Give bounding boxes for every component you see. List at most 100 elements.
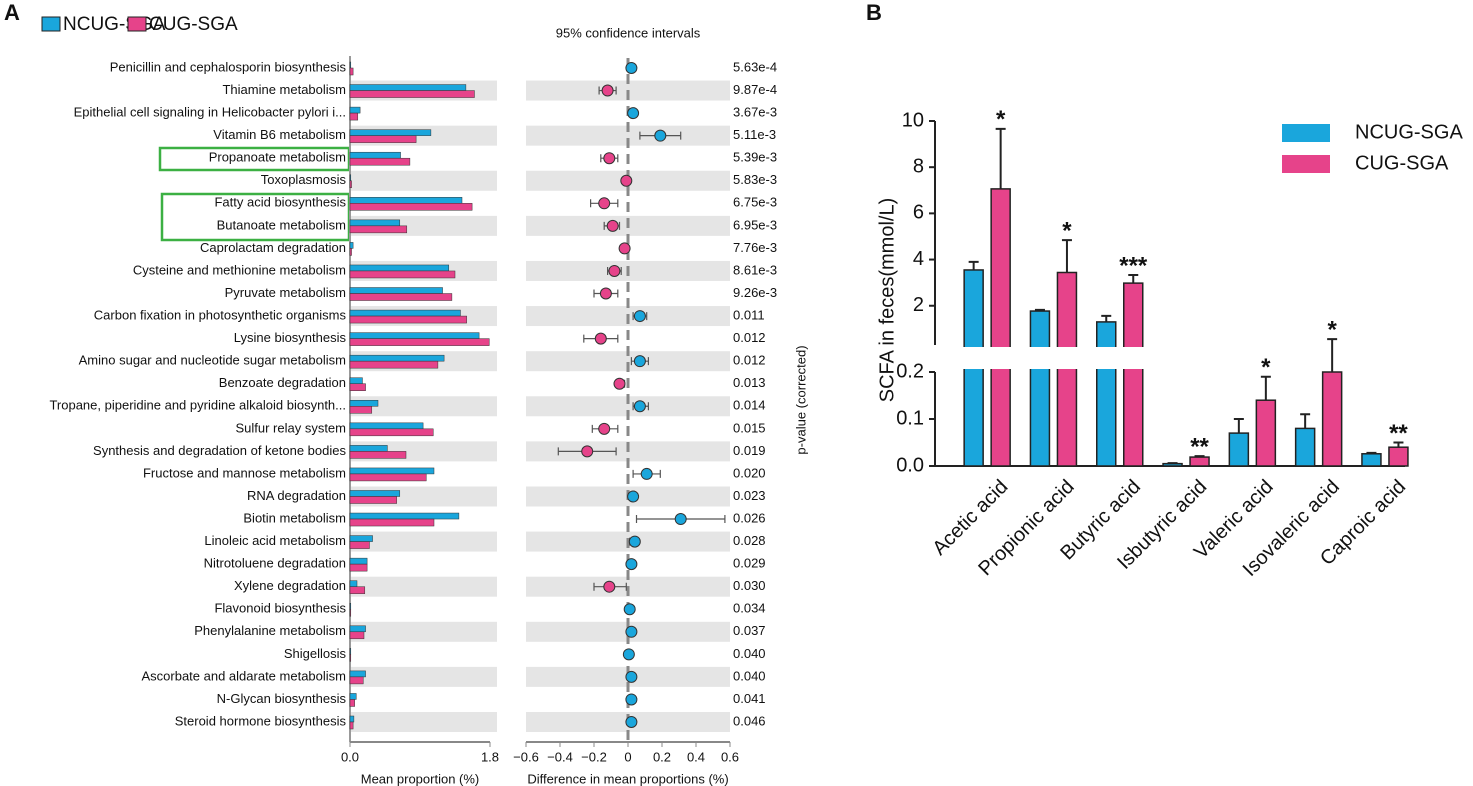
category-label: Fructose and mannose metabolism xyxy=(143,465,346,480)
bar xyxy=(349,496,397,504)
category-label: Lysine biosynthesis xyxy=(234,330,347,345)
bar xyxy=(1255,399,1277,467)
bar xyxy=(349,248,352,256)
p-value: 9.26e-3 xyxy=(733,285,777,300)
diff-point xyxy=(603,152,616,165)
bar xyxy=(349,225,408,234)
row-stripe xyxy=(351,666,497,687)
bar xyxy=(349,654,352,662)
bar xyxy=(1123,282,1144,467)
error-bar xyxy=(1260,375,1271,401)
diff-point xyxy=(628,535,641,548)
category-label: Thiamine metabolism xyxy=(222,82,346,97)
bar xyxy=(349,84,467,91)
category-label: Phenylalanine metabolism xyxy=(194,623,346,638)
error-bar xyxy=(1366,451,1377,454)
bar xyxy=(349,242,354,249)
diff-point xyxy=(599,287,612,300)
legend-label: CUG-SGA xyxy=(149,14,238,35)
bar xyxy=(349,512,460,520)
significance: ** xyxy=(1389,420,1408,447)
p-value: 0.013 xyxy=(733,375,766,390)
x-axis-label: Difference in mean proportions (%) xyxy=(527,771,728,786)
y-tick-label: 4 xyxy=(913,248,924,270)
x-axis-label: Mean proportion (%) xyxy=(361,771,480,786)
category-label: Tropane, piperidine and pyridine alkaloi… xyxy=(49,398,346,413)
error-bar xyxy=(1061,239,1072,273)
error-bar xyxy=(1034,308,1045,312)
category-label: Benzoate degradation xyxy=(219,375,346,390)
bar xyxy=(1388,446,1409,467)
bar xyxy=(349,400,379,407)
x-tick-label: 0.0 xyxy=(341,749,359,764)
y-tick-label: 0.2 xyxy=(896,360,924,382)
category-label: Amino sugar and nucleotide sugar metabol… xyxy=(79,353,346,368)
bar xyxy=(349,490,401,497)
diff-point xyxy=(633,310,646,323)
bar xyxy=(349,67,354,76)
axis-break xyxy=(962,347,986,369)
category-label: Fatty acid biosynthesis xyxy=(214,195,346,210)
diff-point xyxy=(623,603,636,616)
ci-title: 95% confidence intervals xyxy=(556,25,701,40)
bar xyxy=(349,157,411,166)
bar xyxy=(349,602,352,610)
p-value: 0.026 xyxy=(733,510,766,525)
y-tick-label: 6 xyxy=(913,202,924,224)
diff-point xyxy=(625,558,638,571)
bar xyxy=(349,586,366,594)
y-tick-label: 10 xyxy=(902,109,924,131)
p-value: 0.046 xyxy=(733,713,766,728)
category-label: Shigellosis xyxy=(284,646,347,661)
bar xyxy=(349,721,354,730)
category-label: Steroid hormone biosynthesis xyxy=(175,713,347,728)
p-value: 0.028 xyxy=(733,533,766,548)
error-bar xyxy=(968,260,979,270)
bar xyxy=(349,715,355,723)
bar xyxy=(349,406,373,414)
p-value: 6.75e-3 xyxy=(733,195,777,210)
error-bar xyxy=(1128,274,1139,284)
p-value: 0.014 xyxy=(733,398,766,413)
p-value: 0.037 xyxy=(733,623,766,638)
p-value: 0.011 xyxy=(733,308,765,323)
row-stripe xyxy=(526,351,730,372)
bar xyxy=(349,174,352,182)
bar xyxy=(349,112,359,121)
bar xyxy=(349,287,443,294)
p-value: 6.95e-3 xyxy=(733,217,777,232)
bar xyxy=(349,151,401,159)
y-tick-label: 0.1 xyxy=(896,407,924,429)
diff-point xyxy=(598,422,611,435)
diff-point xyxy=(601,84,614,97)
p-value: 0.029 xyxy=(733,556,766,571)
diff-point xyxy=(606,219,619,232)
bar xyxy=(1096,321,1117,467)
category-label: Butanoate metabolism xyxy=(217,217,346,232)
diff-point xyxy=(618,242,631,255)
x-tick-label: 0.2 xyxy=(653,749,671,764)
legend-swatch xyxy=(127,16,147,32)
diff-point xyxy=(598,197,611,210)
category-label: Toxoplasmosis xyxy=(261,172,347,187)
bar xyxy=(349,563,368,572)
bar xyxy=(349,467,435,475)
row-stripe xyxy=(351,621,497,642)
bar xyxy=(349,535,373,542)
bar xyxy=(349,541,370,549)
diff-point xyxy=(594,332,607,345)
diff-point xyxy=(625,716,638,728)
bar xyxy=(990,188,1011,467)
axis-break xyxy=(1055,347,1079,369)
row-stripe xyxy=(526,396,730,417)
bar xyxy=(349,377,363,384)
bar xyxy=(349,129,432,136)
significance: * xyxy=(1327,316,1337,343)
bar xyxy=(1361,453,1382,467)
bar xyxy=(349,90,475,98)
x-tick-label: 0.4 xyxy=(687,749,705,764)
bar xyxy=(349,219,401,227)
bar xyxy=(349,270,456,279)
p-value: 8.61e-3 xyxy=(733,262,777,277)
category-label: Caprolactam degradation xyxy=(200,240,346,255)
